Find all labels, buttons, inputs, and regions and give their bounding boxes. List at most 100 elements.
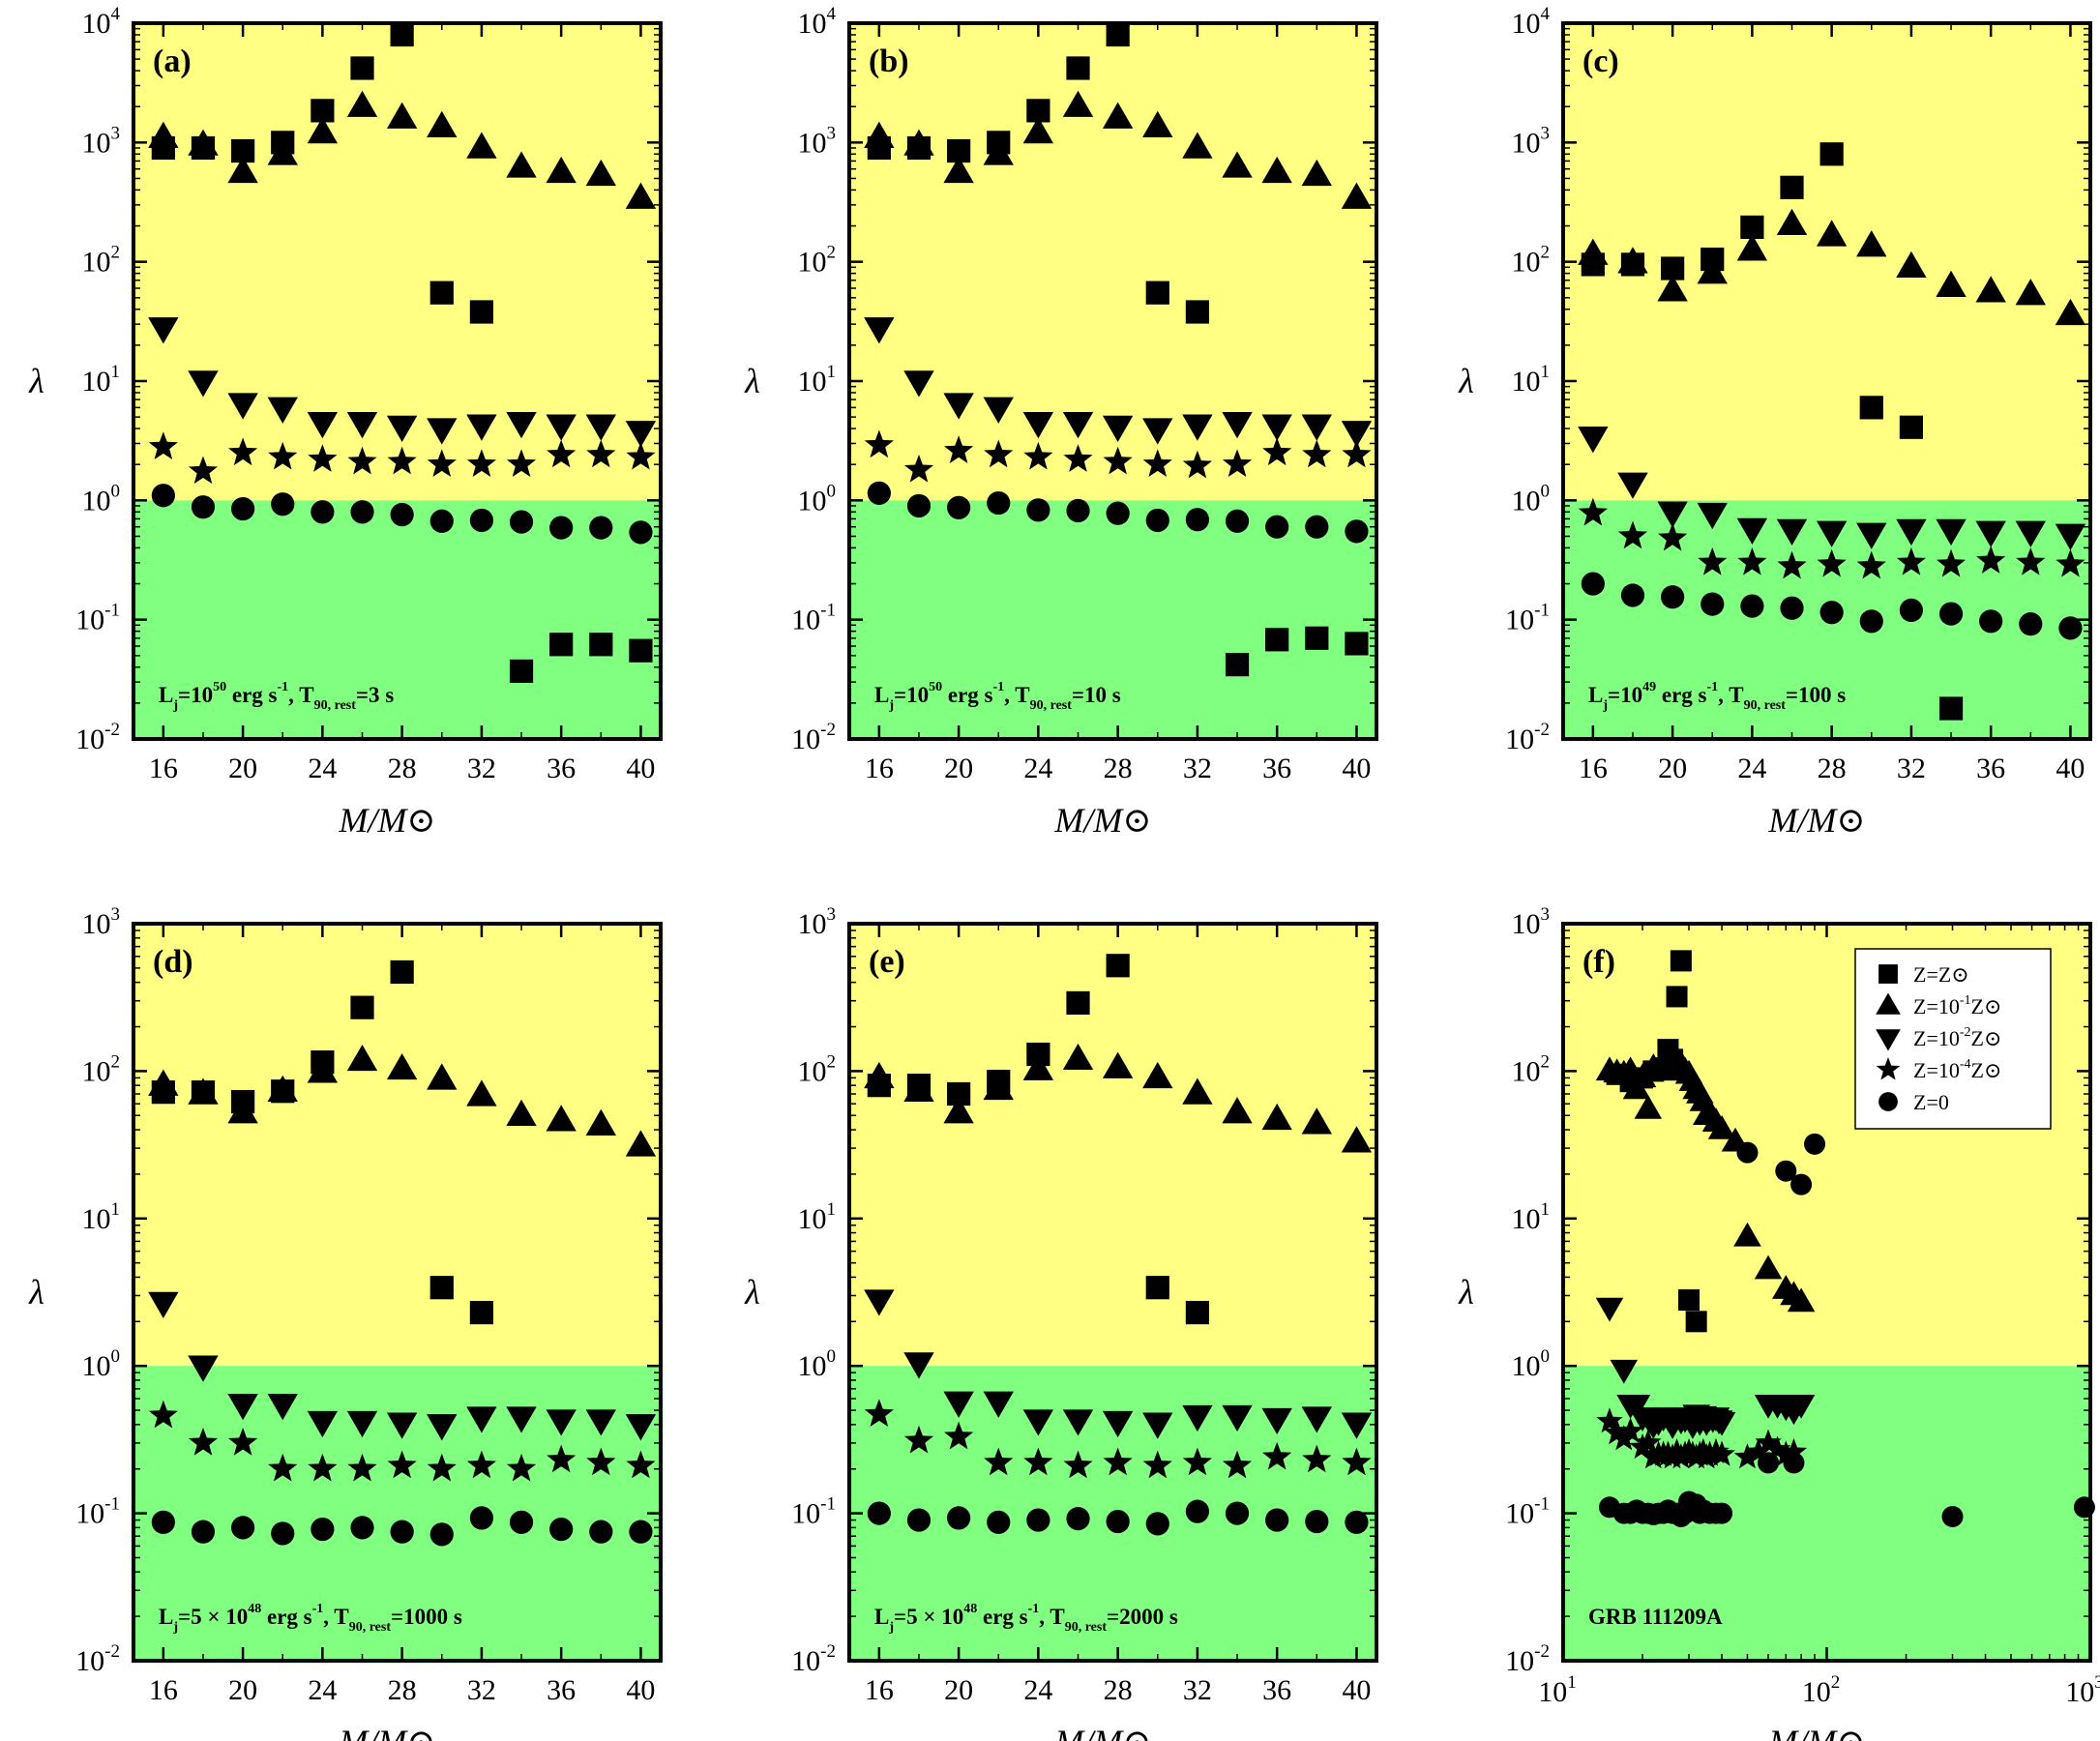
data-point-tri_up bbox=[1062, 90, 1094, 117]
data-point-star bbox=[1763, 1435, 1791, 1461]
legend-marker-star bbox=[1876, 1057, 1901, 1080]
data-point-tri_down bbox=[1975, 520, 2006, 547]
data-point-tri_down bbox=[625, 1414, 657, 1441]
data-point-tri_up bbox=[1062, 1043, 1094, 1071]
data-point-tri_up bbox=[1697, 257, 1728, 284]
panel-label: (c) bbox=[1582, 44, 1619, 79]
series-tri_up bbox=[864, 1043, 1373, 1153]
data-point-star bbox=[1342, 439, 1372, 468]
data-point-tri_down bbox=[1261, 414, 1292, 441]
x-tick-label: 40 bbox=[1342, 752, 1371, 784]
data-point-tri_up bbox=[1896, 251, 1927, 279]
data-point-circle bbox=[1711, 1502, 1733, 1524]
plot-frame bbox=[847, 922, 1378, 1663]
data-point-sq bbox=[1305, 626, 1329, 650]
data-point-star bbox=[1603, 1419, 1631, 1445]
data-point-circle bbox=[1661, 585, 1685, 609]
data-point-tri_up bbox=[1617, 247, 1648, 274]
data-point-circle bbox=[469, 508, 494, 533]
data-point-circle bbox=[1780, 596, 1804, 620]
data-point-tri_up bbox=[1102, 1051, 1134, 1078]
data-point-tri_down bbox=[307, 412, 339, 439]
data-point-circle bbox=[987, 1510, 1011, 1534]
data-point-star bbox=[1023, 441, 1053, 470]
x-tick-label: 36 bbox=[1976, 752, 2005, 784]
data-point-star bbox=[1708, 1440, 1735, 1466]
data-point-star bbox=[2016, 546, 2046, 575]
data-point-tri_down bbox=[585, 414, 616, 441]
data-point-tri_up bbox=[903, 1075, 934, 1102]
data-point-circle bbox=[2058, 616, 2083, 640]
data-point-circle bbox=[509, 510, 534, 534]
plot-frame bbox=[132, 21, 663, 741]
data-point-star bbox=[387, 1450, 417, 1479]
data-point-circle bbox=[906, 1508, 932, 1532]
x-tick-label: 20 bbox=[1658, 752, 1687, 784]
data-point-star bbox=[1182, 450, 1212, 479]
y-tick-label: 102 bbox=[798, 243, 837, 279]
parameter-annotation: GRB 111209A bbox=[1588, 1605, 1723, 1629]
data-point-sq bbox=[1345, 632, 1369, 656]
panel-c: 10-2 10-1 100 101 102 103 104 16 20 24 28 32 36 40 (c)… bbox=[1458, 4, 2092, 840]
data-point-circle bbox=[1185, 508, 1210, 532]
data-point-sq bbox=[1106, 22, 1130, 47]
data-point-sq bbox=[1899, 415, 1924, 439]
y-tick-label: 103 bbox=[798, 123, 837, 159]
data-point-sq bbox=[1185, 300, 1210, 324]
data-point-tri_up bbox=[1787, 1287, 1816, 1313]
data-point-tri_down bbox=[427, 1414, 458, 1441]
data-point-tri_up bbox=[1022, 117, 1054, 144]
legend-marker-tri_down bbox=[1876, 1029, 1901, 1051]
data-point-circle bbox=[987, 490, 1011, 516]
data-point-tri_up bbox=[1634, 1094, 1663, 1119]
data-point-tri_down bbox=[386, 415, 418, 442]
data-point-star bbox=[984, 1447, 1014, 1476]
data-point-tri_down bbox=[1142, 1412, 1173, 1439]
legend-label: Z=10-4Z⊙ bbox=[1913, 1057, 2001, 1082]
data-point-tri_up bbox=[188, 1077, 219, 1105]
data-point-tri_down bbox=[585, 1409, 616, 1436]
y-tick-label: 103 bbox=[82, 904, 121, 940]
series-circle bbox=[867, 1499, 1369, 1536]
data-point-tri_up bbox=[1261, 156, 1292, 184]
data-point-star bbox=[1733, 1443, 1761, 1469]
y-tick-label: 104 bbox=[82, 4, 121, 40]
data-point-circle bbox=[151, 1510, 175, 1534]
y-axis-title: λ bbox=[28, 362, 44, 400]
data-point-sq bbox=[469, 300, 494, 324]
data-point-tri_up bbox=[943, 156, 974, 184]
panel-d: 10-2 10-1 100 101 102 103 16 20 24 28 32 36 40 (d) M/M… bbox=[28, 904, 663, 1741]
data-point-tri_up bbox=[1222, 1097, 1253, 1124]
data-point-star bbox=[1772, 1440, 1799, 1466]
data-point-tri_down bbox=[267, 397, 298, 424]
data-point-star bbox=[586, 1447, 616, 1476]
data-point-circle bbox=[509, 1510, 534, 1534]
parameter-annotation: Lj=1050 erg s-1, T90, rest=3 s bbox=[159, 680, 394, 713]
x-tick-label: 36 bbox=[547, 1674, 576, 1706]
data-point-circle bbox=[947, 1506, 971, 1530]
series-star bbox=[1578, 497, 2085, 579]
series-star bbox=[864, 429, 1372, 483]
data-point-tri_up bbox=[506, 1099, 537, 1127]
y-tick-label: 101 bbox=[82, 1199, 121, 1235]
data-point-tri_down bbox=[903, 370, 934, 398]
data-point-circle bbox=[311, 500, 335, 524]
data-point-sq bbox=[1938, 696, 1964, 721]
series-star bbox=[1596, 1407, 1808, 1469]
data-point-tri_up bbox=[346, 1044, 378, 1072]
data-point-circle bbox=[1581, 572, 1605, 596]
data-point-tri_down bbox=[386, 1412, 418, 1439]
plot-frame bbox=[847, 21, 1378, 741]
x-axis-title: M/M⊙ bbox=[1053, 1723, 1151, 1741]
y-tick-label: 101 bbox=[1512, 1199, 1551, 1235]
data-point-tri_up bbox=[466, 1079, 497, 1107]
data-point-star bbox=[1578, 497, 1608, 526]
y-axis-title: λ bbox=[28, 1273, 44, 1312]
data-point-tri_down bbox=[1182, 414, 1213, 441]
x-tick-label: 102 bbox=[1802, 1672, 1841, 1708]
x-tick-label: 16 bbox=[149, 1674, 178, 1706]
data-point-star bbox=[903, 1425, 934, 1454]
data-point-tri_down bbox=[1610, 1359, 1639, 1384]
data-point-circle bbox=[2019, 612, 2043, 636]
data-point-tri_down bbox=[148, 1291, 179, 1318]
